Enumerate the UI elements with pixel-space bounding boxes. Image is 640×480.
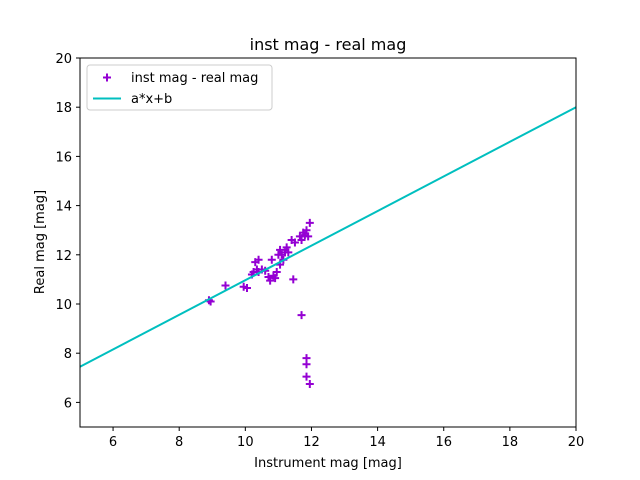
data-point [305, 379, 314, 388]
data-point [221, 281, 230, 290]
data-point [284, 248, 293, 257]
legend-marker-swatch [103, 73, 111, 82]
data-point [297, 236, 306, 245]
scatter-series [204, 218, 314, 388]
legend: inst mag - real mag a*x+b [86, 64, 273, 111]
data-point [254, 255, 263, 264]
plot-content [80, 106, 576, 388]
data-point [302, 360, 311, 369]
x-tick-label: 16 [435, 435, 452, 450]
x-tick-label: 10 [237, 435, 254, 450]
data-point [266, 276, 275, 285]
x-tick-label: 12 [303, 435, 320, 450]
y-tick-label: 14 [55, 200, 72, 215]
data-point [276, 245, 285, 254]
data-point [304, 232, 313, 241]
y-tick-label: 18 [55, 101, 72, 116]
x-tick-label: 20 [568, 435, 585, 450]
data-point [289, 275, 298, 284]
data-point [302, 372, 311, 381]
y-tick-label: 6 [64, 396, 72, 411]
data-point [302, 226, 311, 235]
y-tick-label: 8 [64, 347, 72, 362]
data-point [267, 255, 276, 264]
y-axis-label: Real mag [mag] [33, 190, 48, 294]
x-tick-label: 6 [109, 435, 117, 450]
data-point [290, 238, 299, 247]
data-point [305, 218, 314, 227]
axes: 6 8 10 12 14 16 18 20 6 8 10 12 14 16 18 20 [55, 52, 584, 450]
data-point [271, 274, 280, 283]
data-point [242, 284, 251, 293]
legend-box [86, 64, 273, 111]
data-point [264, 272, 273, 281]
y-tick-label: 16 [55, 150, 72, 165]
data-point [272, 268, 281, 277]
data-point [282, 243, 291, 252]
x-axis-label: Instrument mag [mag] [254, 456, 402, 471]
x-tick-label: 14 [369, 435, 386, 450]
legend-entry-label: a*x+b [131, 92, 172, 107]
x-tick-label: 18 [502, 435, 519, 450]
y-tick-label: 12 [55, 249, 72, 264]
data-point [297, 311, 306, 320]
y-tick-label: 10 [55, 298, 72, 313]
axes-frame [79, 57, 577, 428]
y-tick-label: 20 [55, 52, 72, 67]
legend-entry-label: inst mag - real mag [131, 71, 258, 86]
plot-area [80, 106, 576, 388]
x-tick-label: 8 [175, 435, 183, 450]
fit-line [80, 106, 576, 368]
chart-title: inst mag - real mag [250, 35, 407, 54]
